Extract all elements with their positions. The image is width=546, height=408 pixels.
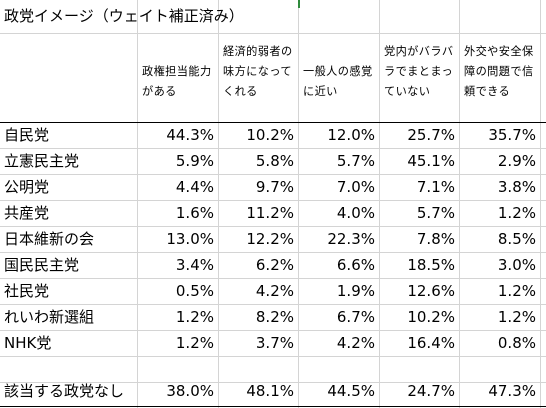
- column-header[interactable]: 党内がバラバラでまとまっていない: [384, 45, 454, 98]
- row-label[interactable]: 立憲民主党: [4, 152, 80, 170]
- table-cell[interactable]: 3.7%: [255, 334, 294, 352]
- row-label[interactable]: 国民民主党: [4, 256, 80, 274]
- table-cell[interactable]: 4.2%: [336, 334, 375, 352]
- row-label[interactable]: 公明党: [4, 178, 50, 196]
- table-cell[interactable]: 5.7%: [336, 152, 375, 170]
- table-cell[interactable]: 6.2%: [255, 256, 294, 274]
- table-cell[interactable]: 3.4%: [175, 256, 214, 274]
- table-cell[interactable]: 8.2%: [255, 308, 294, 326]
- table-cell[interactable]: 1.2%: [497, 282, 536, 300]
- row-divider: [0, 200, 546, 201]
- table-cell[interactable]: 5.9%: [175, 152, 214, 170]
- table-cell[interactable]: 47.3%: [488, 382, 536, 400]
- row-label[interactable]: 共産党: [4, 204, 50, 222]
- table-cell[interactable]: 18.5%: [407, 256, 455, 274]
- row-divider: [0, 330, 546, 331]
- table-cell[interactable]: 10.2%: [407, 308, 455, 326]
- table-cell[interactable]: 9.7%: [255, 178, 294, 196]
- table-cell[interactable]: 2.9%: [497, 152, 536, 170]
- table-cell[interactable]: 12.0%: [327, 126, 375, 144]
- column-header[interactable]: 経済的弱者の味方になってくれる: [223, 45, 293, 98]
- table-cell[interactable]: 1.9%: [336, 282, 375, 300]
- table-cell[interactable]: 12.6%: [407, 282, 455, 300]
- column-header[interactable]: 一般人の感覚に近い: [303, 65, 373, 98]
- table-cell[interactable]: 8.5%: [497, 230, 536, 248]
- table-cell[interactable]: 7.8%: [416, 230, 455, 248]
- column-divider: [137, 0, 138, 408]
- table-cell[interactable]: 44.3%: [166, 126, 214, 144]
- table-cell[interactable]: 6.7%: [336, 308, 375, 326]
- row-label[interactable]: 該当する政党なし: [4, 382, 125, 400]
- table-cell[interactable]: 11.2%: [246, 204, 294, 222]
- column-divider: [218, 0, 219, 408]
- table-title: 政党イメージ（ウェイト補正済み）: [4, 7, 244, 25]
- table-cell[interactable]: 0.5%: [175, 282, 214, 300]
- row-divider: [0, 226, 546, 227]
- table-cell[interactable]: 7.0%: [336, 178, 375, 196]
- table-cell[interactable]: 25.7%: [407, 126, 455, 144]
- column-divider: [379, 0, 380, 408]
- table-cell[interactable]: 1.2%: [497, 204, 536, 222]
- table-cell[interactable]: 6.6%: [336, 256, 375, 274]
- table-cell[interactable]: 35.7%: [488, 126, 536, 144]
- column-divider: [459, 0, 460, 408]
- table-cell[interactable]: 12.2%: [246, 230, 294, 248]
- row-divider: [0, 252, 546, 253]
- table-cell[interactable]: 24.7%: [407, 382, 455, 400]
- table-cell[interactable]: 1.2%: [497, 308, 536, 326]
- table-cell[interactable]: 5.8%: [255, 152, 294, 170]
- table-cell[interactable]: 45.1%: [407, 152, 455, 170]
- cell-marker: [298, 0, 300, 8]
- column-divider: [298, 0, 299, 408]
- table-cell[interactable]: 38.0%: [166, 382, 214, 400]
- table-cell[interactable]: 48.1%: [246, 382, 294, 400]
- table-cell[interactable]: 1.2%: [175, 334, 214, 352]
- column-header[interactable]: 政権担当能力がある: [142, 65, 212, 98]
- table-cell[interactable]: 1.2%: [175, 308, 214, 326]
- row-divider: [0, 382, 546, 383]
- row-divider: [0, 356, 546, 357]
- row-divider: [0, 278, 546, 279]
- table-cell[interactable]: 7.1%: [416, 178, 455, 196]
- table-cell[interactable]: 10.2%: [246, 126, 294, 144]
- row-divider: [0, 148, 546, 149]
- table-cell[interactable]: 3.0%: [497, 256, 536, 274]
- row-label[interactable]: 日本維新の会: [4, 230, 95, 248]
- table-cell[interactable]: 1.6%: [175, 204, 214, 222]
- table-cell[interactable]: 3.8%: [497, 178, 536, 196]
- table-cell[interactable]: 13.0%: [166, 230, 214, 248]
- table-cell[interactable]: 4.0%: [336, 204, 375, 222]
- table-bottom-border: [0, 406, 546, 407]
- table-cell[interactable]: 44.5%: [327, 382, 375, 400]
- column-divider: [540, 0, 541, 408]
- table-cell[interactable]: 0.8%: [497, 334, 536, 352]
- row-label[interactable]: 社民党: [4, 282, 50, 300]
- row-divider: [0, 304, 546, 305]
- table-cell[interactable]: 16.4%: [407, 334, 455, 352]
- row-label[interactable]: 自民党: [4, 126, 50, 144]
- row-label[interactable]: れいわ新選組: [4, 308, 95, 326]
- column-header[interactable]: 外交や安全保障の問題で信頼できる: [464, 45, 534, 98]
- header-bottom-border: [0, 122, 546, 123]
- table-cell[interactable]: 5.7%: [416, 204, 455, 222]
- row-divider: [0, 33, 546, 34]
- table-cell[interactable]: 4.4%: [175, 178, 214, 196]
- row-label[interactable]: NHK党: [4, 334, 52, 352]
- table-cell[interactable]: 22.3%: [327, 230, 375, 248]
- table-cell[interactable]: 4.2%: [255, 282, 294, 300]
- row-divider: [0, 174, 546, 175]
